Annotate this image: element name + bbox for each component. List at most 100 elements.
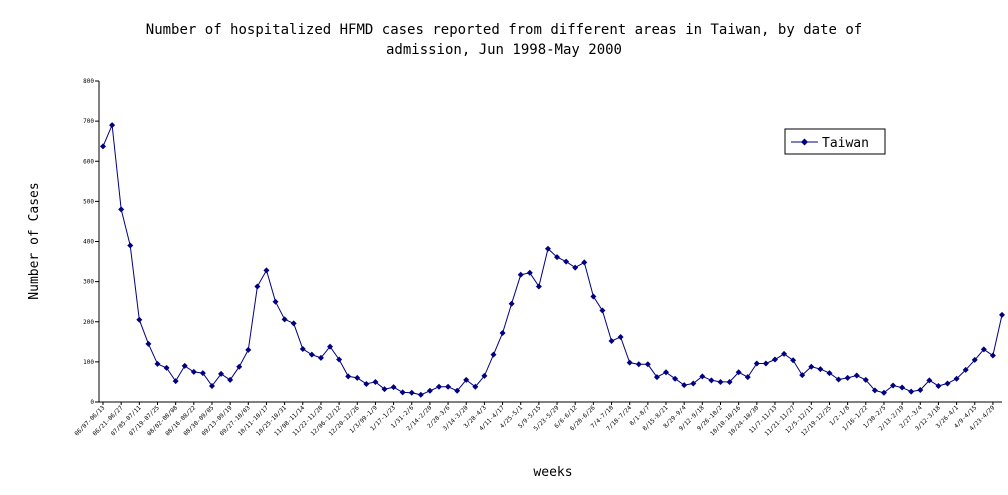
chart-title-line2: admission, Jun 1998-May 2000	[386, 42, 622, 58]
y-tick-label: 500	[83, 198, 94, 205]
data-point	[236, 363, 243, 370]
data-point	[935, 382, 942, 389]
data-point	[717, 378, 724, 385]
data-point	[299, 346, 306, 353]
data-point	[363, 380, 370, 387]
data-point	[726, 378, 733, 385]
data-point	[208, 382, 215, 389]
data-point	[999, 311, 1005, 318]
data-point	[653, 374, 660, 381]
data-point	[826, 370, 833, 377]
data-point	[227, 376, 234, 383]
data-point	[563, 258, 570, 265]
data-point	[871, 387, 878, 394]
data-point	[926, 377, 933, 384]
data-point	[472, 383, 479, 390]
y-tick-label: 800	[83, 78, 94, 85]
data-point	[554, 254, 561, 261]
y-tick-label: 600	[83, 158, 94, 165]
data-point	[699, 373, 706, 380]
data-point	[753, 360, 760, 367]
data-point	[490, 351, 497, 358]
data-point	[663, 369, 670, 376]
data-point	[799, 372, 806, 379]
data-point	[781, 350, 788, 357]
data-point	[445, 383, 452, 390]
data-point	[790, 357, 797, 364]
data-point	[272, 298, 279, 305]
data-point	[744, 374, 751, 381]
data-point	[327, 343, 334, 350]
data-point	[880, 389, 887, 396]
data-point	[735, 369, 742, 376]
data-point	[690, 380, 697, 387]
data-point	[708, 377, 715, 384]
series-taiwan	[100, 122, 1005, 398]
data-point	[435, 383, 442, 390]
data-point	[481, 372, 488, 379]
data-point	[890, 382, 897, 389]
y-tick-label: 400	[83, 239, 94, 246]
data-point	[426, 387, 433, 394]
data-point	[989, 352, 996, 359]
data-point	[454, 387, 461, 394]
data-point	[181, 362, 188, 369]
data-point	[127, 242, 134, 249]
data-point	[254, 283, 261, 290]
data-point	[644, 361, 651, 368]
data-point	[762, 360, 769, 367]
data-point	[218, 370, 225, 377]
data-point	[844, 374, 851, 381]
data-point	[608, 338, 615, 345]
legend: Taiwan	[784, 128, 886, 155]
y-tick-label: 300	[83, 279, 94, 286]
data-point	[308, 351, 315, 358]
data-point	[544, 245, 551, 252]
data-point	[590, 293, 597, 300]
data-point	[381, 386, 388, 393]
data-point	[835, 376, 842, 383]
data-point	[390, 384, 397, 391]
data-point	[399, 389, 406, 396]
y-axis-label: Number of Cases	[27, 182, 42, 299]
data-point	[980, 346, 987, 353]
data-point	[245, 346, 252, 353]
x-axis-ticks: 06/07-06/1306/21-06/2707/05-07/1107/19-0…	[73, 402, 997, 438]
data-point	[526, 269, 533, 276]
data-point	[853, 372, 860, 379]
series-line-taiwan	[102, 123, 1003, 396]
data-point	[535, 283, 542, 290]
data-point	[290, 320, 297, 327]
legend-marker	[801, 138, 808, 146]
data-point	[136, 316, 143, 323]
data-point	[263, 267, 270, 274]
data-point	[517, 271, 524, 278]
data-point	[617, 333, 624, 340]
y-tick-label: 100	[83, 359, 94, 366]
legend-label-taiwan: Taiwan	[822, 136, 869, 151]
data-point	[862, 376, 869, 383]
data-point	[635, 361, 642, 368]
data-point	[463, 376, 470, 383]
data-point	[417, 391, 424, 398]
data-point	[962, 366, 969, 373]
data-point	[572, 264, 579, 271]
data-point	[172, 378, 179, 385]
data-point	[317, 354, 324, 361]
y-tick-label: 0	[90, 399, 94, 406]
data-point	[581, 259, 588, 266]
data-point	[100, 143, 106, 150]
data-point	[499, 329, 506, 336]
x-axis-label: weeks	[533, 465, 572, 480]
data-point	[626, 359, 633, 366]
data-point	[672, 375, 679, 382]
data-point	[681, 382, 688, 389]
data-point	[944, 380, 951, 387]
data-point	[199, 370, 206, 377]
data-point	[190, 368, 197, 375]
chart-title-line1: Number of hospitalized HFMD cases report…	[146, 22, 862, 38]
data-point	[971, 356, 978, 363]
data-point	[408, 389, 415, 396]
data-point	[908, 388, 915, 395]
